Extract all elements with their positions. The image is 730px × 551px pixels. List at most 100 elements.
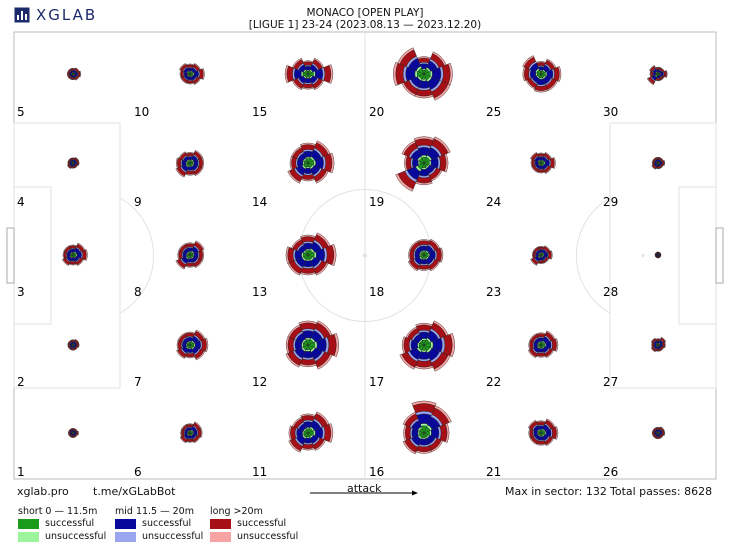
legend-swatch (210, 531, 231, 542)
rose-sector (399, 353, 416, 370)
rose-sector (402, 336, 406, 354)
pass-rose-zone-26 (651, 426, 666, 440)
pass-rose-zone-28 (654, 251, 662, 259)
rose-sector (67, 157, 72, 162)
rose-sector (532, 246, 539, 253)
rose-sector (527, 349, 537, 359)
rose-sector (651, 165, 656, 170)
rose-sector (331, 243, 337, 267)
pass-rose-zone-14 (287, 140, 335, 184)
legend-swatch (18, 531, 39, 542)
pass-rose-zone-23 (530, 245, 553, 266)
zone-number-label: 28 (603, 285, 618, 299)
legend-swatch (18, 518, 39, 529)
rose-sector (433, 83, 451, 101)
zone-number-label: 26 (603, 465, 618, 479)
rose-sector (530, 258, 538, 266)
brand-name: XGLAB (36, 6, 98, 24)
rose-sector (63, 245, 70, 252)
zone-number-label: 30 (603, 105, 618, 119)
rose-sector (285, 246, 290, 264)
pass-rose-zone-18 (407, 238, 444, 272)
rose-sector (649, 65, 655, 71)
legend-text: unsuccessful (237, 531, 299, 542)
right-penalty-spot (641, 254, 645, 257)
rose-sector (533, 89, 549, 93)
pass-rose-zone-29 (651, 156, 666, 170)
rose-sector (291, 57, 303, 69)
rose-sector (195, 350, 206, 361)
rose-sector (291, 416, 303, 428)
rose-sector (67, 68, 72, 73)
rose-sector (316, 353, 333, 370)
rose-sector (449, 332, 455, 358)
legend-short-label: short 0 — 11.5m (18, 506, 98, 517)
rose-sector (328, 64, 333, 84)
legend-text: unsuccessful (142, 531, 204, 542)
rose-sector (405, 155, 412, 171)
zone-number-label: 27 (603, 375, 618, 389)
rose-sector (553, 157, 556, 169)
rose-sector (530, 152, 538, 160)
rose-sector (646, 77, 655, 86)
zone-number-label: 12 (252, 375, 267, 389)
rose-sector (175, 260, 185, 270)
rose-sector (287, 170, 301, 184)
rose-sector (176, 349, 186, 359)
rose-sector (407, 260, 419, 272)
rose-sector (202, 68, 205, 80)
legend-swatch (115, 531, 136, 542)
rose-sector (544, 166, 552, 174)
attack-arrow (310, 490, 418, 496)
legend-text: successful (45, 518, 95, 529)
zone-number-label: 1 (17, 465, 25, 479)
rose-sector (193, 77, 201, 85)
pass-rose-zone-24 (530, 152, 556, 174)
rose-sector (665, 70, 668, 78)
right-penalty-arc (575, 197, 611, 314)
zone-labels: 5432110987615141312112019181716252423222… (17, 105, 618, 479)
left-penalty-arc (119, 197, 155, 314)
rose-sector (557, 66, 562, 82)
pitch-markings (6, 31, 724, 480)
legend-mid-successful: successful (115, 518, 191, 529)
rose-sector (529, 333, 537, 341)
rose-sector (200, 428, 203, 438)
zone-number-label: 14 (252, 195, 267, 209)
legend-swatch (115, 518, 136, 529)
chart-title: MONACO [OPEN PLAY] (306, 7, 424, 19)
rose-sector (315, 262, 329, 276)
legend-text: successful (142, 518, 192, 529)
pass-rose-zone-3 (62, 242, 88, 266)
rose-sector (411, 400, 437, 407)
left-goal (6, 227, 15, 284)
rose-sector (288, 425, 293, 441)
rose-sector (175, 168, 185, 178)
rose-sector (177, 332, 186, 341)
rose-sector (663, 160, 666, 166)
rose-sector (79, 70, 82, 78)
rose-sector (401, 140, 416, 155)
rose-sector (181, 424, 187, 430)
pass-rose-zone-1 (68, 428, 79, 438)
rose-sector (329, 152, 335, 174)
rose-sector (85, 249, 88, 261)
pass-rose-zone-4 (67, 157, 80, 169)
rose-sector (178, 151, 186, 159)
rose-sector (527, 419, 537, 429)
rose-sector (550, 250, 553, 260)
zone-number-label: 10 (134, 105, 149, 119)
pass-rose-zone-21 (527, 418, 559, 447)
rose-sector (393, 61, 399, 87)
rose-sector (77, 160, 80, 166)
rose-sector (429, 260, 441, 272)
rose-sector (654, 251, 658, 255)
pass-rose-zone-2 (67, 339, 80, 351)
zone-number-label: 13 (252, 285, 267, 299)
rose-sector (652, 157, 657, 162)
rose-sector (204, 337, 209, 353)
pass-rose-zone-27 (650, 336, 667, 353)
rose-sector (67, 164, 72, 169)
zone-number-label: 8 (134, 285, 142, 299)
